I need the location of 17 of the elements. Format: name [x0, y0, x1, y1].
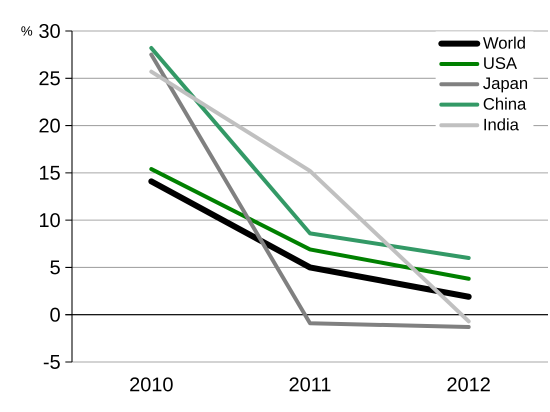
x-tick-label: 2011 — [290, 377, 330, 392]
x-tick-label: 2012 — [448, 377, 490, 392]
y-tick-label: 15 — [40, 166, 60, 180]
y-tick-label: 0 — [50, 308, 60, 322]
y-tick-label: -5 — [44, 355, 60, 369]
legend-label: World — [482, 36, 525, 49]
y-tick-label: 25 — [39, 71, 60, 86]
y-tick-label: 10 — [40, 213, 60, 228]
legend-label: India — [484, 118, 519, 130]
y-tick-label: 5 — [50, 260, 60, 274]
legend-label: USA — [484, 57, 517, 70]
legend-label: Japan — [483, 78, 528, 92]
y-tick-label: 20 — [39, 118, 60, 133]
y-tick-label: 30 — [39, 24, 60, 38]
legend-label: China — [484, 98, 526, 110]
x-tick-label: 2010 — [130, 377, 173, 392]
y-axis-title: % — [21, 26, 32, 36]
